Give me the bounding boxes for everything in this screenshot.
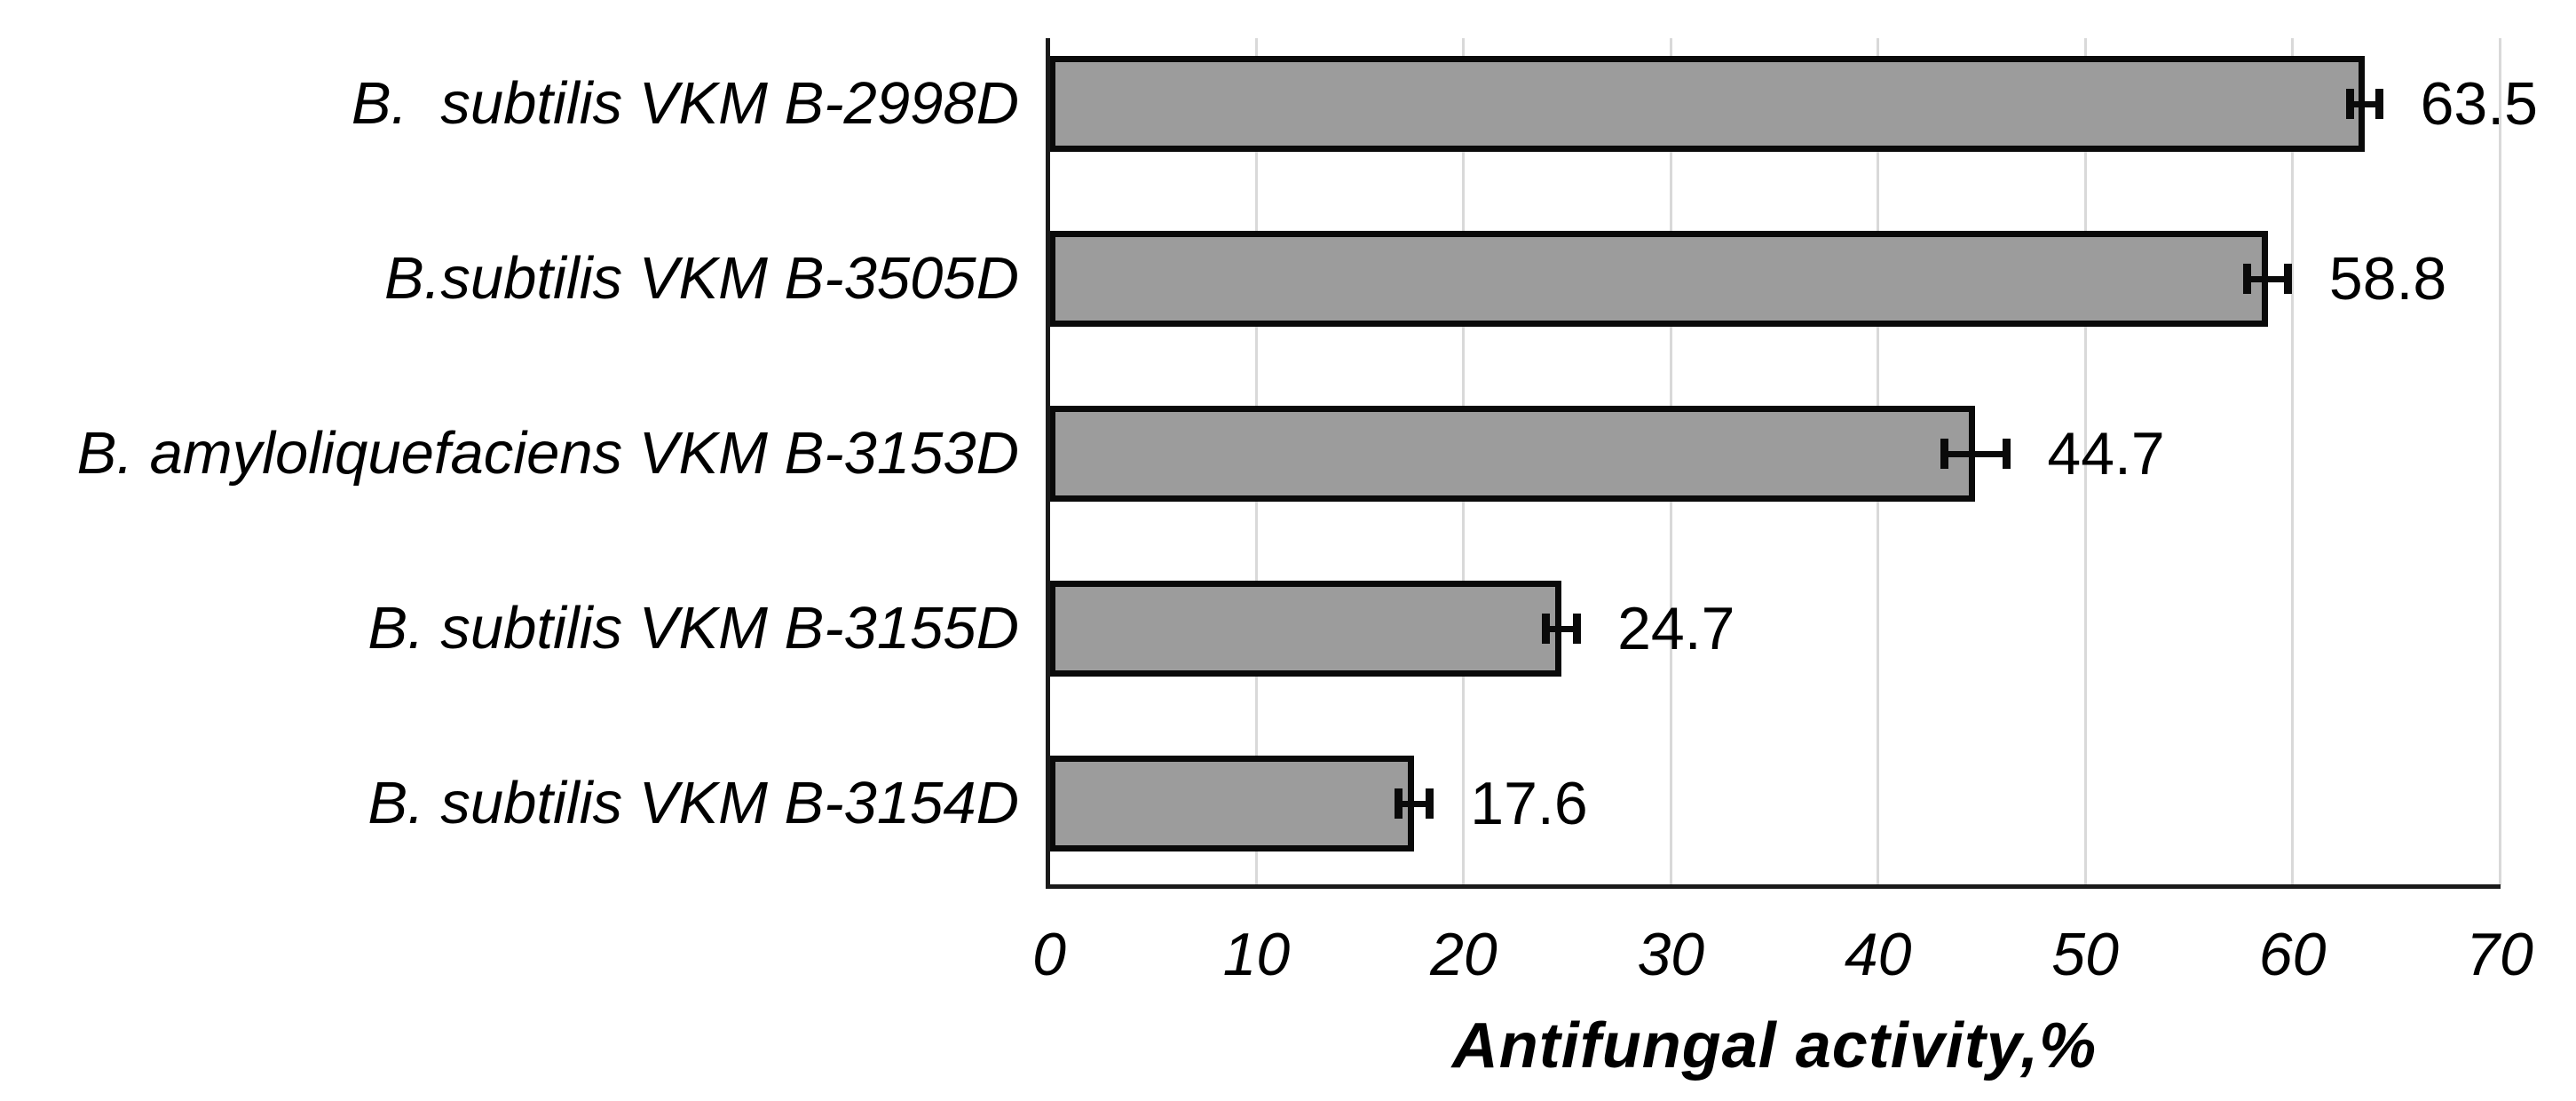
x-tick-label: 70 xyxy=(2466,921,2533,988)
x-tick-label: 20 xyxy=(1430,921,1497,988)
gridline xyxy=(2083,38,2087,885)
bar-value-label: 24.7 xyxy=(1617,595,1735,662)
bar xyxy=(1049,581,1561,677)
error-bar-cap xyxy=(1394,788,1403,819)
error-bar xyxy=(1944,450,2007,457)
bar-value-label: 17.6 xyxy=(1470,770,1588,837)
x-tick-label: 60 xyxy=(2258,921,2327,988)
bar xyxy=(1049,756,1414,851)
category-label: B. amyloliquefaciens VKM B-3153D xyxy=(76,420,1019,487)
bar-value-label: 63.5 xyxy=(2420,70,2538,138)
error-bar-cap xyxy=(2002,439,2011,469)
error-bar-cap xyxy=(2375,89,2384,119)
error-bar-cap xyxy=(1572,614,1581,644)
category-label: B. subtilis VKM B-3155D xyxy=(367,595,1019,661)
x-axis-line xyxy=(1046,884,2501,889)
bar xyxy=(1049,231,2268,327)
gridline xyxy=(2291,38,2295,885)
error-bar xyxy=(2350,100,2380,107)
category-label: B.subtilis VKM B-3505D xyxy=(384,245,1019,312)
error-bar xyxy=(2247,275,2288,282)
bar-value-label: 58.8 xyxy=(2328,245,2447,313)
x-tick-label: 30 xyxy=(1637,921,1705,988)
error-bar-cap xyxy=(2242,264,2251,294)
error-bar xyxy=(1398,800,1430,807)
x-axis-title: Antifungal activity,% xyxy=(1451,1010,2098,1081)
category-label: B. subtilis VKM B-2998D xyxy=(351,70,1019,137)
x-tick-label: 50 xyxy=(2051,921,2119,988)
x-tick-label: 40 xyxy=(1844,921,1912,988)
bar xyxy=(1049,406,1976,502)
plot-area xyxy=(1049,38,2501,885)
category-label: B. subtilis VKM B-3154D xyxy=(367,770,1019,836)
error-bar-cap xyxy=(2284,264,2293,294)
y-axis-line xyxy=(1046,38,1050,889)
error-bar-cap xyxy=(1940,439,1948,469)
error-bar xyxy=(1545,625,1577,632)
error-bar-cap xyxy=(2346,89,2355,119)
error-bar-cap xyxy=(1425,788,1434,819)
bar xyxy=(1049,56,2366,152)
bar-value-label: 44.7 xyxy=(2047,420,2165,487)
x-tick-label: 10 xyxy=(1222,921,1291,988)
gridline xyxy=(2498,38,2501,885)
error-bar-cap xyxy=(1541,614,1550,644)
x-tick-label: 0 xyxy=(1032,921,1066,988)
